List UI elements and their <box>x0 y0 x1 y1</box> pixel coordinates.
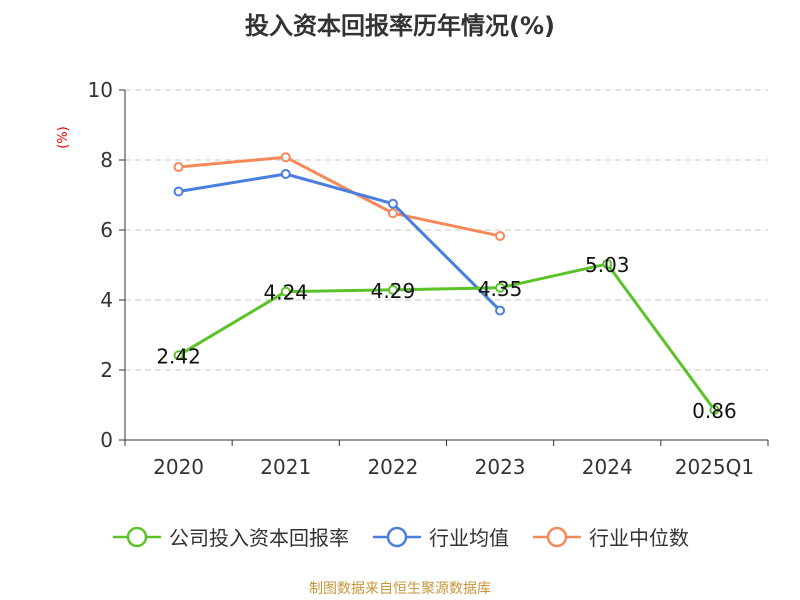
data-point <box>387 284 398 295</box>
data-label: 4.24 <box>263 281 308 305</box>
data-label: 5.03 <box>585 253 630 277</box>
legend-line-marker-icon <box>113 526 161 547</box>
legend-line-marker-icon <box>533 526 581 547</box>
y-tick-label: 6 <box>100 218 113 242</box>
data-point <box>280 169 291 179</box>
legend-item[interactable]: 行业中位数 <box>531 522 689 551</box>
data-point <box>173 350 184 361</box>
data-point <box>280 152 291 163</box>
x-tick-label: 2025Q1 <box>675 455 754 479</box>
data-point <box>387 208 398 219</box>
x-tick-label: 2020 <box>153 455 204 479</box>
data-label: 2.42 <box>156 344 201 368</box>
data-point <box>495 305 506 316</box>
legend: 公司投入资本回报率 行业均值 行业中位数 <box>0 522 800 551</box>
series-line <box>178 155 501 238</box>
x-tick-label: 2024 <box>582 455 633 479</box>
data-point <box>602 258 613 269</box>
y-tick-label: 2 <box>100 358 113 382</box>
legend-label: 公司投入资本回报率 <box>169 526 349 550</box>
x-tick-label: 2022 <box>367 455 418 479</box>
data-point <box>709 404 720 415</box>
y-tick-label: 4 <box>100 288 113 312</box>
series-line <box>177 262 716 411</box>
chart-title: 投入资本回报率历年情况(%) <box>245 12 555 40</box>
x-tick-label: 2023 <box>475 455 526 479</box>
data-point <box>280 286 291 297</box>
legend-item[interactable]: 行业均值 <box>371 522 509 551</box>
data-point <box>173 162 184 172</box>
y-tick-label: 8 <box>100 148 113 172</box>
legend-label: 行业中位数 <box>589 526 689 550</box>
legend-line-marker-icon <box>373 526 421 547</box>
data-point <box>495 230 506 241</box>
data-point <box>387 198 398 209</box>
legend-item[interactable]: 公司投入资本回报率 <box>111 522 349 551</box>
data-label: 0.86 <box>692 399 737 423</box>
data-label: 4.35 <box>478 277 523 301</box>
y-tick-label: 10 <box>88 78 113 102</box>
legend-label: 行业均值 <box>429 526 509 550</box>
series-line <box>178 172 502 312</box>
x-tick-label: 2021 <box>260 455 311 479</box>
data-label: 4.29 <box>371 279 416 303</box>
data-point <box>173 186 184 197</box>
y-tick-label: 0 <box>100 428 113 452</box>
data-point <box>495 282 506 293</box>
source-note: 制图数据来自恒生聚源数据库 <box>309 581 491 597</box>
